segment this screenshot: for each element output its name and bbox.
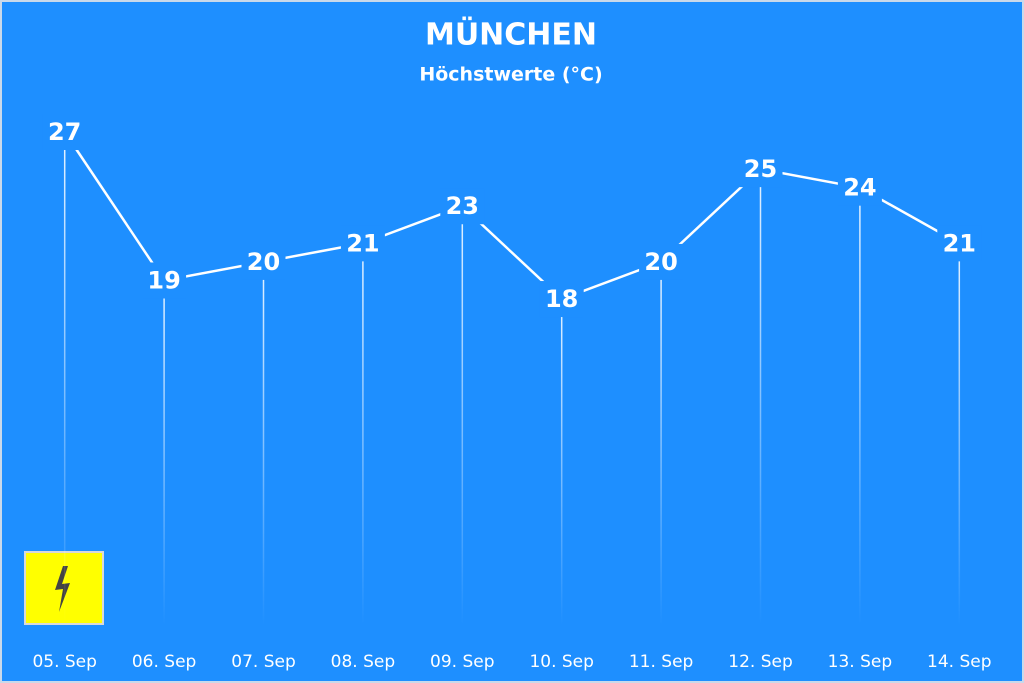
data-label: 18: [545, 285, 578, 313]
chart-subtitle: Höchstwerte (°C): [419, 64, 602, 86]
data-label: 23: [446, 192, 479, 220]
label-bg: [937, 225, 982, 262]
label-bg: [738, 151, 783, 188]
label-bg: [340, 225, 385, 262]
data-label: 19: [147, 266, 180, 294]
label-bg: [241, 243, 286, 280]
data-label: 20: [247, 248, 280, 276]
drop-line: [958, 243, 961, 626]
drop-line: [560, 299, 563, 625]
drop-line: [859, 187, 861, 625]
chart-title: MÜNCHEN: [425, 16, 597, 53]
x-tick-label: 13. Sep: [828, 652, 892, 672]
data-label: 24: [843, 174, 876, 202]
drop-line: [759, 169, 762, 625]
drop-line: [163, 280, 165, 625]
label-bg: [142, 262, 187, 299]
x-tick-label: 08. Sep: [331, 652, 395, 672]
drop-line: [461, 206, 464, 626]
drop-line: [660, 261, 662, 625]
x-tick-label: 14. Sep: [927, 652, 991, 672]
drop-line: [362, 243, 364, 626]
label-bg: [837, 169, 882, 206]
x-tick-label: 09. Sep: [430, 652, 494, 672]
data-label: 20: [644, 248, 677, 276]
x-tick-label: 10. Sep: [529, 652, 593, 672]
x-tick-label: 05. Sep: [32, 652, 96, 672]
data-label: 21: [943, 229, 976, 257]
data-label: 27: [48, 118, 81, 146]
x-tick-label: 06. Sep: [132, 652, 196, 672]
line: [63, 131, 960, 301]
data-label: 21: [346, 229, 379, 257]
label-bg: [42, 114, 87, 150]
x-tick-label: 07. Sep: [231, 652, 295, 672]
label-bg: [440, 188, 485, 225]
drop-line: [63, 132, 66, 625]
data-label: 25: [744, 155, 777, 183]
drop-line: [262, 261, 265, 625]
x-tick-label: 12. Sep: [728, 652, 792, 672]
x-tick-label: 11. Sep: [629, 652, 693, 672]
label-bg: [639, 243, 684, 280]
label-bg: [539, 281, 584, 318]
